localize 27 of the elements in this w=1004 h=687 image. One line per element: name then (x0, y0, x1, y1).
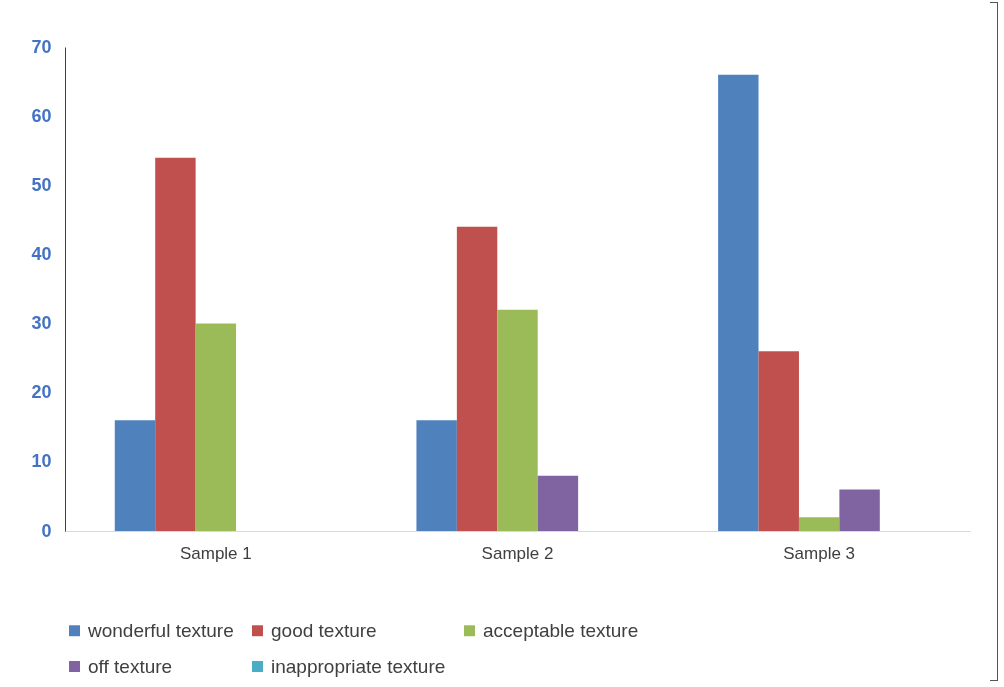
y-tick-label: 0 (41, 520, 52, 541)
legend-label: good texture (271, 619, 377, 641)
y-tick-label: 10 (31, 451, 52, 472)
x-tick-label: Sample 3 (783, 543, 856, 563)
legend-label: off texture (88, 655, 173, 677)
legend-label: acceptable texture (483, 619, 639, 641)
y-tick-label: 60 (31, 105, 52, 126)
bar (416, 420, 457, 531)
bar (155, 157, 196, 531)
x-tick-label: Sample 1 (179, 543, 252, 563)
bar (456, 226, 498, 531)
bar (718, 74, 759, 531)
y-tick-label: 70 (31, 36, 52, 57)
bar (798, 517, 840, 531)
bar (839, 489, 880, 531)
y-tick-label: 20 (31, 382, 52, 403)
y-tick-label: 40 (31, 243, 52, 264)
bar (114, 420, 156, 531)
bar (497, 309, 538, 531)
x-tick-label: Sample 2 (481, 543, 554, 563)
bar (537, 475, 579, 531)
y-tick-label: 30 (31, 313, 52, 334)
bar (195, 323, 237, 531)
bar (758, 351, 799, 531)
legend-label: wonderful texture (87, 619, 234, 641)
y-tick-label: 50 (31, 174, 52, 195)
legend-label: inappropriate texture (271, 655, 446, 677)
